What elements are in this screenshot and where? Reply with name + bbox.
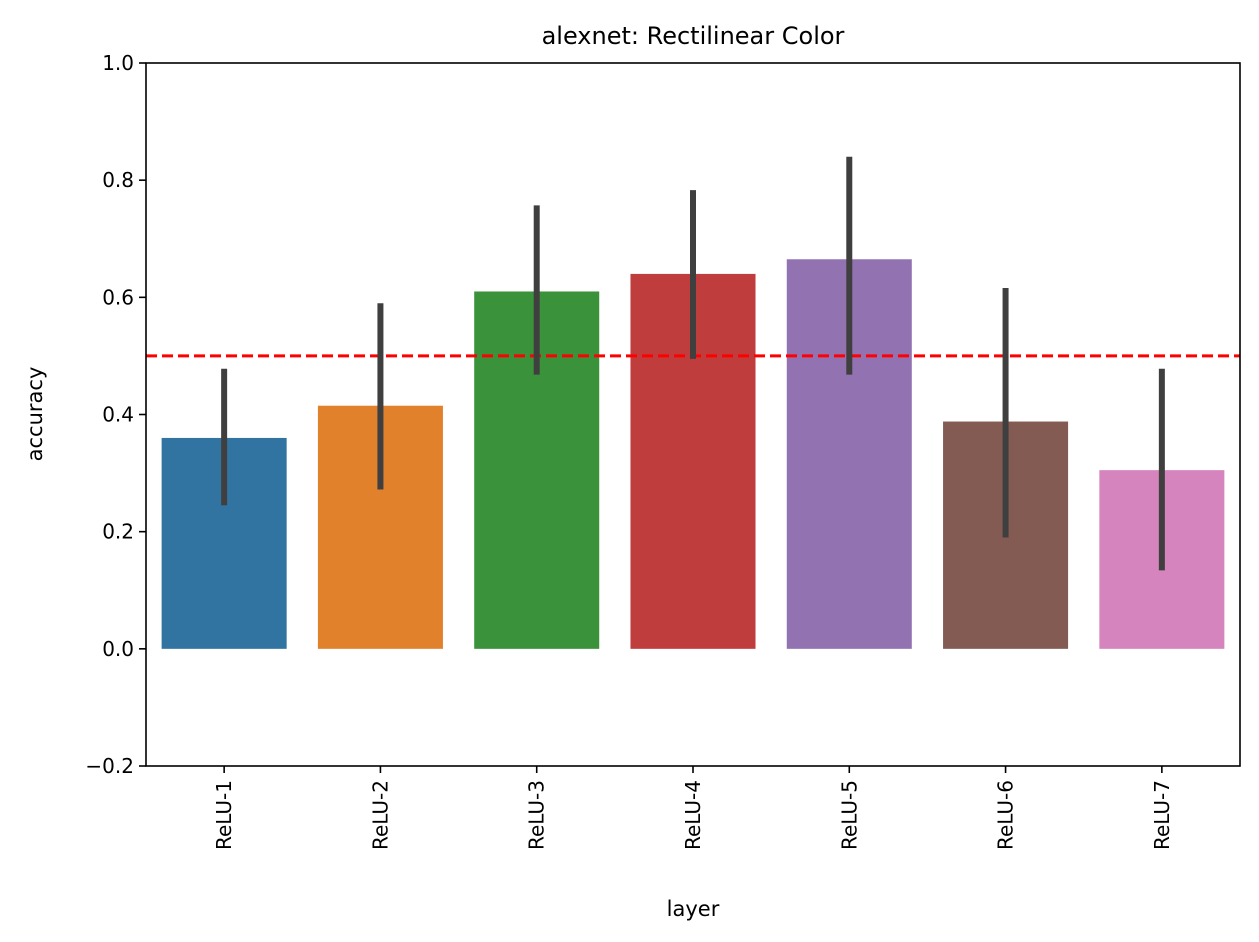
x-tick-label: ReLU-5 — [837, 780, 861, 850]
y-tick-label: 0.2 — [102, 520, 134, 544]
x-tick-label: ReLU-4 — [681, 780, 705, 850]
y-tick-label: 0.6 — [102, 285, 134, 309]
x-tick-label: ReLU-6 — [994, 780, 1018, 850]
y-tick-label: 0.4 — [102, 403, 134, 427]
x-tick-label: ReLU-2 — [368, 780, 392, 850]
x-tick-label: ReLU-1 — [212, 780, 236, 850]
y-tick-label: −0.2 — [85, 754, 134, 778]
y-tick-label: 0.8 — [102, 168, 134, 192]
x-tick-label: ReLU-7 — [1150, 780, 1174, 850]
y-axis-label: accuracy — [23, 367, 47, 462]
x-tick-label: ReLU-3 — [525, 780, 549, 850]
axes: −0.2 0.0 0.2 0.4 0.6 0.8 1.0 ReLU-1 ReLU-2 ReLU-3… — [85, 51, 1173, 850]
plot-area — [146, 156, 1240, 649]
y-tick-label: 1.0 — [102, 51, 134, 75]
chart-title: alexnet: Rectilinear Color — [542, 22, 845, 50]
x-axis-label: layer — [667, 897, 720, 921]
y-tick-label: 0.0 — [102, 637, 134, 661]
